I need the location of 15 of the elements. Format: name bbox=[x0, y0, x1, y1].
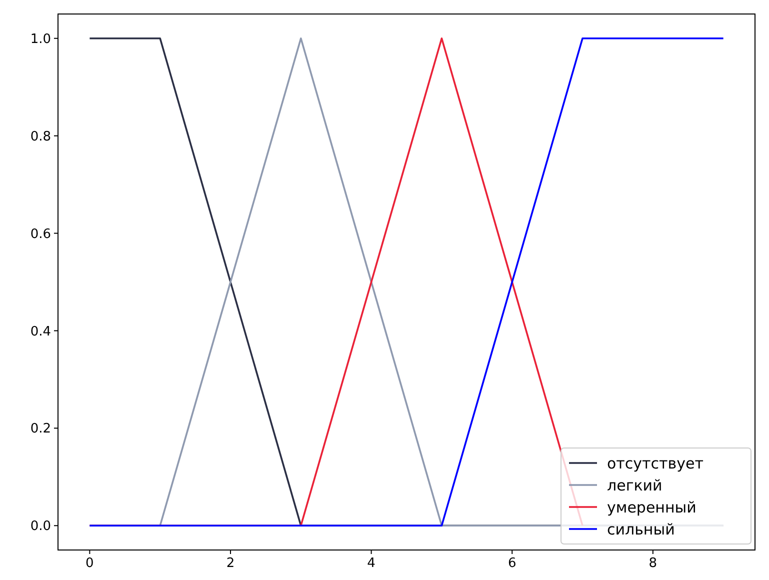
y-tick-label: 0.0 bbox=[30, 519, 51, 534]
legend-label: легкий bbox=[607, 476, 662, 494]
x-tick-label: 2 bbox=[226, 556, 235, 571]
x-tick-label: 8 bbox=[648, 556, 658, 571]
x-tick-label: 6 bbox=[508, 556, 516, 571]
legend-label: умеренный bbox=[607, 498, 696, 516]
y-tick-label: 0.6 bbox=[30, 226, 51, 242]
y-tick-label: 1.0 bbox=[30, 32, 51, 47]
x-tick-label: 0 bbox=[86, 556, 94, 571]
y-tick-label: 0.8 bbox=[30, 129, 51, 144]
y-tick-label: 0.4 bbox=[30, 324, 51, 340]
y-tick-label: 0.2 bbox=[30, 422, 51, 437]
x-tick-label: 4 bbox=[367, 556, 376, 571]
legend-label: сильный bbox=[607, 520, 675, 538]
legend-label: отсутствует bbox=[607, 454, 704, 472]
